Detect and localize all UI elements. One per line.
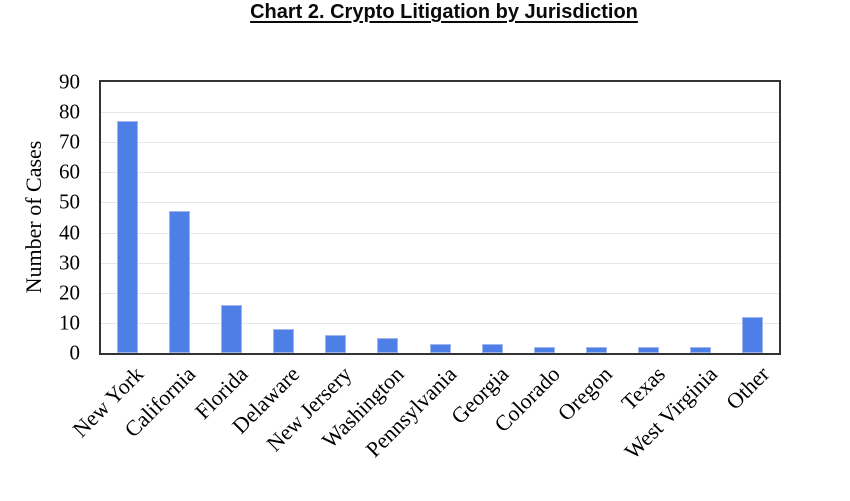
y-tick-20: 20 [59,280,80,305]
y-tick-10: 10 [59,310,80,335]
bar-california [168,211,190,353]
y-tick-90: 90 [59,69,80,94]
y-tick-0: 0 [69,340,81,365]
y-tick-50: 50 [59,189,80,214]
y-tick-30: 30 [59,250,80,275]
bar-west-virginia [690,346,712,353]
gridline-70 [101,142,779,144]
bar-new-york [116,121,138,353]
y-tick-60: 60 [59,159,80,184]
x-label-oregon: Oregon [553,361,618,426]
bar-other [742,316,764,353]
y-tick-80: 80 [59,99,80,124]
gridline-20 [101,292,779,294]
bar-oregon [585,346,607,353]
gridline-40 [101,232,779,234]
plot-area [99,80,781,355]
bar-florida [220,304,242,353]
bar-georgia [481,343,503,353]
gridline-60 [101,172,779,174]
gridline-10 [101,322,779,324]
gridline-80 [101,112,779,114]
y-tick-70: 70 [59,129,80,154]
gridline-30 [101,262,779,264]
plot-inner [101,82,779,353]
bar-washington [377,337,399,353]
chart-title: Chart 2. Crypto Litigation by Jurisdicti… [250,1,638,23]
bar-colorado [533,346,555,353]
x-label-other: Other [720,361,774,415]
bar-pennsylvania [429,343,451,353]
bar-delaware [273,328,295,353]
bar-texas [638,346,660,353]
bar-new-jersery [325,334,347,353]
gridline-50 [101,202,779,204]
y-tick-40: 40 [59,220,80,245]
